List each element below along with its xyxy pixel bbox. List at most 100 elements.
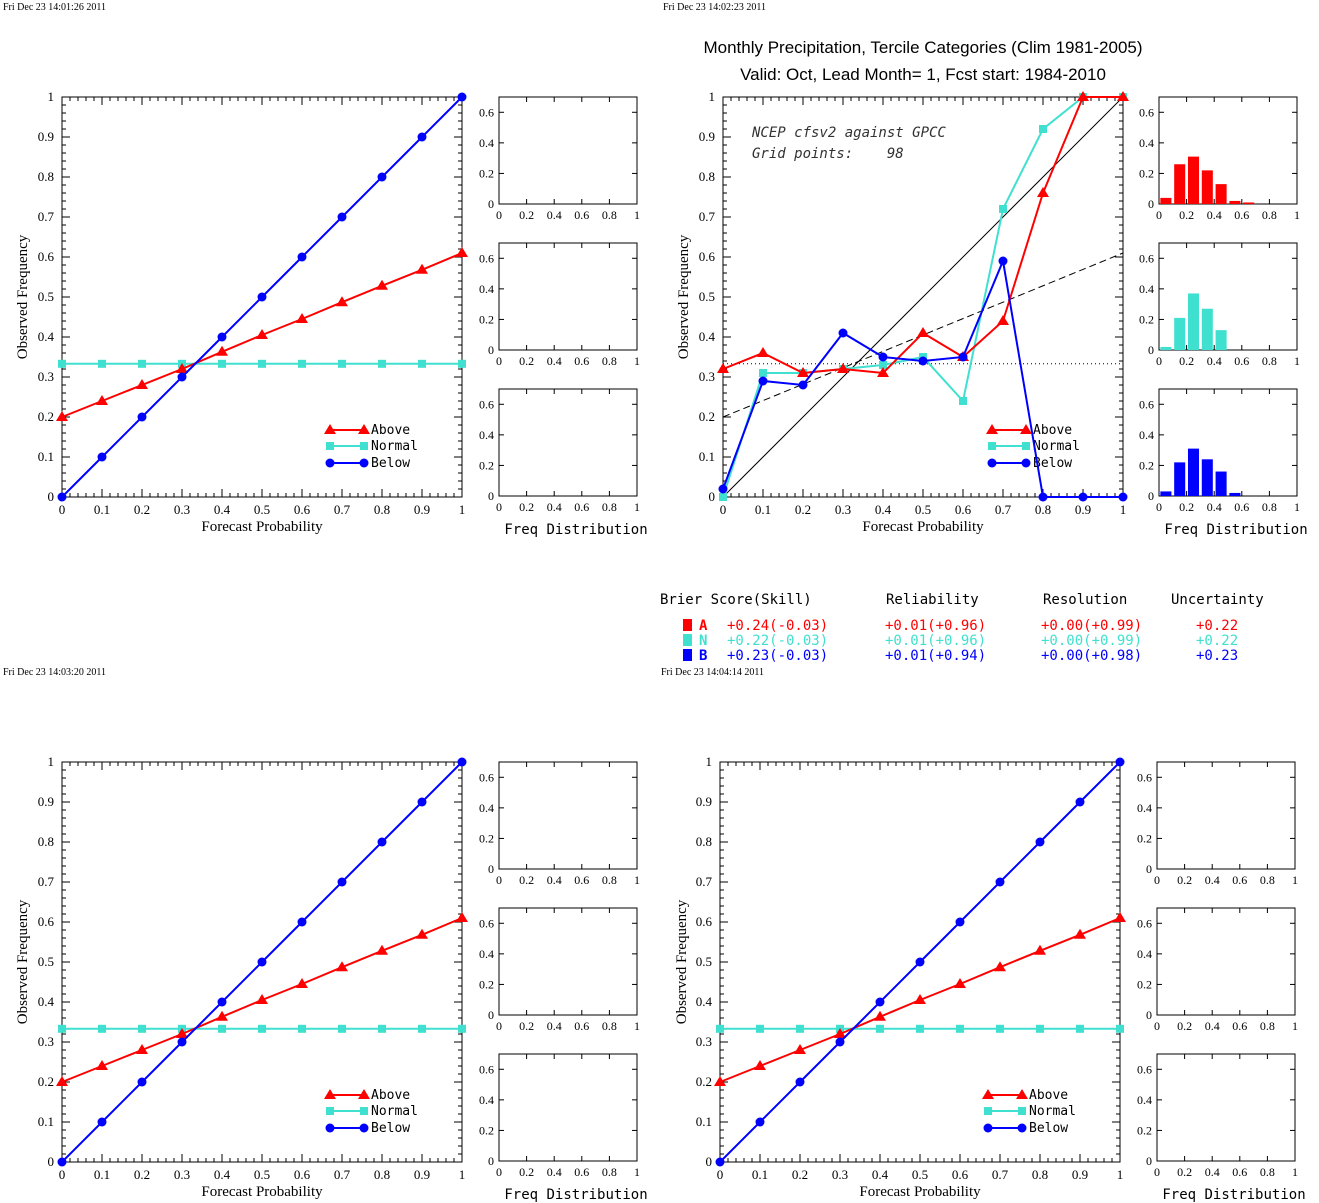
normal-marker: [326, 442, 334, 450]
y-tick-label: 0.9: [38, 129, 54, 144]
histogram-x-tick-label: 1: [634, 354, 640, 368]
histogram-x-tick-label: 0.4: [547, 1019, 562, 1033]
below-marker: [1038, 492, 1048, 502]
x-tick-label: 0.9: [414, 502, 430, 517]
normal-marker: [959, 397, 967, 405]
below-marker: [457, 757, 467, 767]
y-tick-label: 0.2: [696, 1074, 712, 1089]
score-header-uncertainty: Uncertainty: [1171, 592, 1264, 608]
histogram-x-tick-label: 0: [496, 1165, 502, 1179]
legend: [986, 424, 1032, 468]
below-marker: [987, 458, 997, 468]
histogram-y-tick-label: 0.2: [1139, 312, 1154, 326]
legend-label-above: Above: [1033, 423, 1072, 438]
below-marker: [57, 1157, 67, 1167]
histogram-x-tick-label: 0.8: [1260, 873, 1275, 887]
above-marker: [877, 367, 889, 377]
histogram-y-tick-label: 0.6: [479, 1062, 494, 1076]
histogram-y-tick-label: 0.4: [1139, 428, 1154, 442]
below-marker: [337, 877, 347, 887]
histogram-y-tick-label: 0.6: [479, 251, 494, 265]
y-tick-label: 0.2: [38, 409, 54, 424]
normal-marker: [1039, 125, 1047, 133]
below-marker: [995, 877, 1005, 887]
above-marker: [96, 395, 108, 405]
below-marker: [177, 1037, 187, 1047]
below-marker: [359, 1123, 369, 1133]
y-tick-label: 0.6: [696, 914, 713, 929]
histogram-frame: [1158, 96, 1298, 205]
score-swatch-below: [683, 649, 692, 661]
histogram-x-tick-label: 0.8: [602, 1165, 617, 1179]
histogram-x-tick-label: 0.8: [602, 1019, 617, 1033]
y-tick-label: 0.2: [38, 1074, 54, 1089]
below-marker: [217, 332, 227, 342]
histogram-x-tick-label: 0.6: [1232, 1019, 1247, 1033]
above-marker: [917, 327, 929, 337]
score-header-reliability: Reliability: [886, 592, 979, 608]
histogram-x-tick-label: 0.4: [1205, 873, 1220, 887]
histogram-bar: [1215, 330, 1227, 350]
y-tick-label: 0.6: [38, 249, 55, 264]
normal-marker: [138, 1024, 146, 1033]
histogram-x-tick-label: 0: [496, 354, 502, 368]
histogram-x-tick-label: 0.8: [1260, 1165, 1275, 1179]
normal-marker: [218, 1024, 226, 1033]
above-marker: [1034, 944, 1046, 955]
normal-marker: [298, 1024, 306, 1033]
histogram-y-tick-label: 0: [1146, 862, 1152, 876]
histogram-y-tick-label: 0.4: [479, 428, 494, 442]
histogram-y-tick-label: 0.6: [1137, 1062, 1152, 1076]
x-tick-label: 0.7: [992, 1167, 1009, 1182]
above-marker: [358, 1089, 370, 1099]
normal-marker: [360, 1107, 368, 1115]
below-marker: [57, 492, 67, 502]
x-tick-label: 0.3: [832, 1167, 848, 1182]
histogram-x-tick-label: 0.4: [547, 500, 562, 514]
above-marker: [456, 247, 468, 257]
histogram-normal: 0 0.2 0.4 0.6 0 0.2 0.4 0.6 0.8 1: [479, 242, 640, 368]
score-resolution: +0.00(+0.99): [1041, 618, 1142, 634]
legend: [324, 424, 370, 468]
below-marker: [715, 1157, 725, 1167]
above-marker: [296, 313, 308, 323]
x-tick-label: 1: [1117, 1167, 1124, 1182]
y-tick-label: 0.4: [699, 329, 716, 344]
histogram-bar: [1160, 197, 1172, 204]
series-normal: [716, 1024, 1124, 1033]
legend-label-below: Below: [371, 456, 410, 471]
y-tick-label: 1: [48, 754, 55, 769]
above-marker: [296, 978, 308, 988]
normal-marker: [716, 1024, 724, 1033]
x-tick-label: 0.2: [134, 502, 150, 517]
below-marker: [97, 452, 107, 462]
histogram-x-tick-label: 0.4: [547, 873, 562, 887]
score-resolution: +0.00(+0.98): [1041, 648, 1142, 664]
annotation-model: NCEP cfsv2 against GPCC: [751, 125, 946, 141]
normal-marker: [1116, 1024, 1124, 1033]
below-marker: [297, 252, 307, 262]
x-tick-label: 0: [59, 1167, 66, 1182]
normal-marker: [988, 442, 996, 450]
y-tick-label: 0: [709, 489, 716, 504]
series-below: [57, 92, 467, 502]
x-tick-label: 0: [720, 502, 727, 517]
histogram-x-tick-label: 1: [1292, 873, 1298, 887]
normal-marker: [360, 442, 368, 450]
score-reliability: +0.01(+0.96): [885, 633, 986, 649]
histogram-bar: [1174, 317, 1186, 350]
below-marker: [875, 997, 885, 1007]
y-tick-label: 0.7: [38, 874, 55, 889]
above-marker: [136, 379, 148, 389]
below-marker: [257, 957, 267, 967]
histogram-x-tick-label: 0: [1154, 1165, 1160, 1179]
series-above: [56, 912, 468, 1086]
normal-marker: [879, 361, 887, 369]
above-marker: [1117, 91, 1129, 101]
histogram-y-tick-label: 0.6: [1139, 397, 1154, 411]
y-tick-label: 0.5: [699, 289, 715, 304]
histogram-y-tick-label: 0.6: [1139, 251, 1154, 265]
y-axis-label: Observed Frequency: [676, 234, 692, 359]
below-marker: [1035, 837, 1045, 847]
below-marker: [417, 132, 427, 142]
